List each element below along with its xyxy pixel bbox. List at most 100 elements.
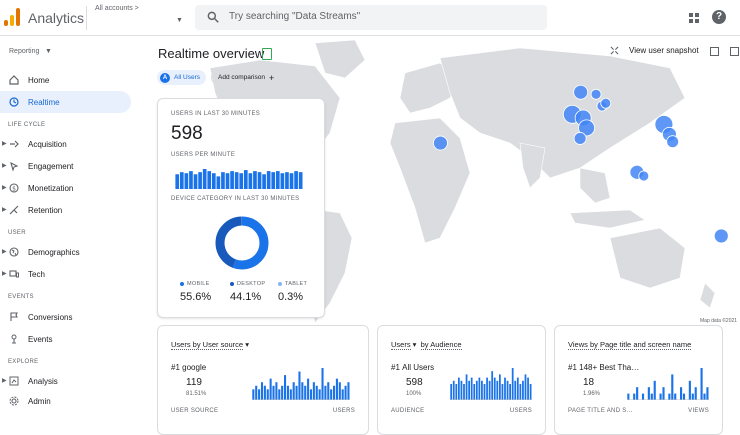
indonesia-land [569,209,646,229]
view-user-snapshot-button[interactable]: View user snapshot [610,46,699,55]
per-minute-bar [266,171,271,189]
search-bar[interactable]: Try searching "Data Streams" [195,5,547,30]
device-donut-chart[interactable] [214,215,270,271]
device-category-label: DEVICE CATEGORY IN LAST 30 MINUTES [171,196,300,202]
per-minute-bar [193,174,198,189]
card-bar [478,377,481,400]
map-bubble [638,170,650,182]
card-title[interactable]: Views by Page title and screen name [568,340,692,350]
search-input[interactable]: Try searching "Data Streams" [229,11,361,22]
card-bar [506,380,509,400]
card-bar [504,377,506,400]
sidebar-item-label: Realtime [28,98,60,107]
touch-icon [11,334,17,344]
australia-land [609,227,686,289]
card-bar [309,389,313,400]
card-bar [324,385,327,400]
card-bar [483,384,486,400]
sidebar-item-monetization[interactable]: ▶ $ Monetization [0,177,131,199]
account-caret-icon[interactable]: ▼ [176,17,183,24]
card-bar-chart[interactable] [252,366,350,400]
card-value: 18 [583,377,595,388]
sidebar-item-analysis[interactable]: ▶ Analysis [0,370,131,392]
card-title[interactable]: Users by User source ▾ [171,340,249,350]
map-bubble [573,132,587,145]
expand-arrow-icon[interactable]: ▶ [2,185,7,191]
per-minute-bar [248,173,253,189]
expand-arrow-icon[interactable]: ▶ [2,163,7,169]
card-bar [688,380,691,400]
sidebar-item-label: Admin [28,397,51,406]
sidebar-item-acquisition[interactable]: ▶ Acquisition [0,133,131,155]
per-minute-bar [298,172,303,189]
per-minute-bar [221,172,225,189]
card-bar [706,387,709,400]
all-users-chip[interactable]: A All Users [157,70,207,85]
sidebar-item-admin[interactable]: Admin [0,390,131,412]
card-bar-chart[interactable] [450,366,532,400]
card-bar [312,382,315,400]
card-bar [252,389,255,400]
card-bar [511,368,514,400]
card-bar [475,380,478,400]
card-bar [488,380,491,400]
views-by-page-title-card: Views by Page title and screen name #1 1… [554,325,723,435]
card-bar [674,393,677,400]
card-bar [509,384,511,400]
card-bar [680,387,683,400]
card-bar [307,378,310,400]
sidebar-item-conversions[interactable]: Conversions [0,306,131,328]
india-land [519,142,546,189]
per-minute-bar [216,176,221,189]
users-per-minute-chart[interactable] [175,167,303,189]
card-bar [335,378,338,400]
sidebar-item-engagement[interactable]: ▶ Engagement [0,155,131,177]
expand-arrow-icon[interactable]: ▶ [2,271,7,277]
view-snapshot-label: View user snapshot [629,46,699,55]
reporting-label[interactable]: Reporting [9,48,40,55]
map-bubble [590,88,602,100]
card-bar [647,387,650,400]
expand-arrow-icon[interactable]: ▶ [2,141,7,147]
expand-arrow-icon[interactable]: ▶ [2,249,7,255]
card-bar [450,384,453,400]
sidebar-item-retention[interactable]: ▶ Retention [0,199,131,221]
card-bar [519,384,522,400]
sidebar-item-demographics[interactable]: ▶ Demographics [0,241,131,263]
card-percent: 1.96% [583,391,601,397]
expand-arrow-icon[interactable]: ▶ [2,207,7,213]
card-bar [473,384,476,400]
help-icon[interactable]: ? [712,10,726,24]
sidebar-item-label: Conversions [28,313,73,322]
card-bar [668,393,671,400]
card-bar-chart[interactable] [627,366,709,400]
card-bar [529,384,532,400]
verified-report-icon[interactable] [262,48,272,60]
add-comparison-button[interactable]: Add comparison + [211,70,282,85]
per-minute-bar [271,172,276,189]
expand-arrow-icon[interactable]: ▶ [2,378,7,384]
card-bar [452,380,455,400]
card-bar [278,389,281,400]
analytics-logo[interactable] [4,8,20,26]
card-bar [691,393,694,400]
sidebar-item-tech[interactable]: ▶ Tech [0,263,131,285]
apps-grid-icon[interactable] [688,12,700,24]
fullscreen-icon[interactable] [710,47,719,56]
card-title[interactable]: Users ▾ by Audience [391,340,462,350]
sidebar-item-realtime[interactable]: Realtime [0,91,131,113]
card-bar [682,393,686,400]
sidebar-item-label: Home [28,76,50,85]
card-bar [486,377,488,400]
app-title: Analytics [28,10,85,26]
account-selector[interactable]: All accounts > [95,5,139,12]
customize-icon[interactable] [730,47,739,56]
device-value: 0.3% [278,291,304,303]
card-bar [671,374,674,400]
card-bar [463,384,465,400]
card-bar [315,385,318,400]
sidebar-item-events[interactable]: Events [0,328,131,350]
sidebar-item-home[interactable]: Home [0,69,131,91]
users-by-audience-card: Users ▾ by Audience #1 All Users 598 100… [377,325,546,435]
reporting-caret-icon[interactable]: ▼ [45,48,52,55]
